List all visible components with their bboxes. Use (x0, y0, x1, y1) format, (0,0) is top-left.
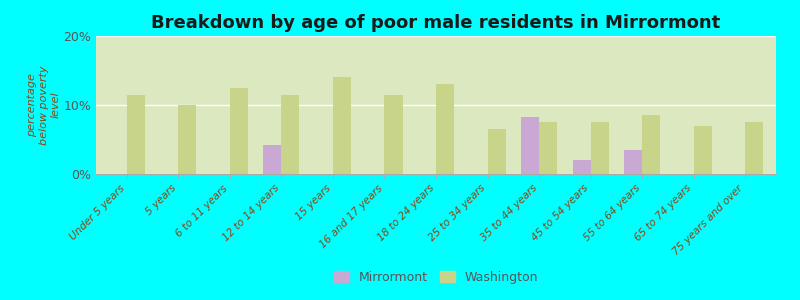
Title: Breakdown by age of poor male residents in Mirrormont: Breakdown by age of poor male residents … (151, 14, 721, 32)
Bar (127, 94, 145, 174)
Bar (745, 122, 763, 174)
Bar (333, 77, 351, 174)
Bar (521, 117, 539, 174)
Bar (642, 115, 660, 174)
Bar (539, 122, 557, 174)
Bar (573, 160, 590, 174)
Bar (436, 84, 454, 174)
Bar (282, 94, 299, 174)
Bar (624, 150, 642, 174)
Bar (694, 126, 712, 174)
Bar (487, 129, 506, 174)
Bar (230, 88, 248, 174)
Bar (590, 122, 609, 174)
Legend: Mirrormont, Washington: Mirrormont, Washington (329, 266, 543, 289)
Bar (178, 105, 197, 174)
Bar (263, 145, 282, 174)
Bar (385, 94, 402, 174)
Y-axis label: percentage
below poverty
level: percentage below poverty level (27, 65, 61, 145)
